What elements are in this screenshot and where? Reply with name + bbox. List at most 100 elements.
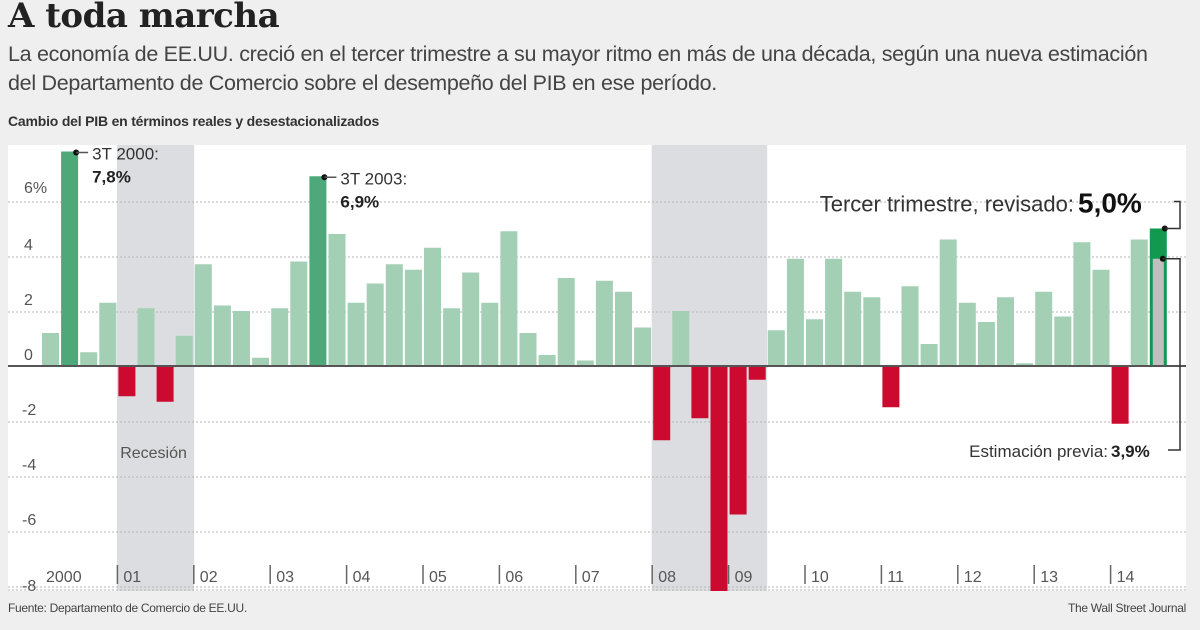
bar-positive bbox=[997, 297, 1014, 366]
x-tick-label: 05 bbox=[429, 569, 447, 586]
bar-positive bbox=[443, 308, 461, 366]
bar-positive bbox=[1092, 269, 1110, 366]
y-tick-label: 4 bbox=[24, 237, 33, 254]
annotation-value: 3,9% bbox=[1111, 442, 1150, 461]
bar-positive bbox=[672, 311, 690, 366]
recession-bands: Recesión bbox=[116, 145, 768, 591]
x-tick-label: 2000 bbox=[46, 569, 82, 586]
annotation-label: Estimación previa: bbox=[969, 442, 1108, 461]
annotation-bracket bbox=[1164, 200, 1181, 230]
gdp-bar-chart: Recesión 6% 4 2 0 -2 -4 -6 -8 2000 01 02 03 04 05 06 0… bbox=[8, 145, 1186, 591]
x-tick-label: 09 bbox=[735, 569, 753, 586]
bar-positive bbox=[538, 355, 556, 366]
x-tick-label: 07 bbox=[582, 569, 600, 586]
recession-band bbox=[651, 145, 768, 591]
bar-positive bbox=[347, 302, 365, 366]
bar-positive bbox=[99, 302, 117, 366]
source-note: Fuente: Departamento de Comercio de EE.U… bbox=[8, 601, 247, 615]
bar-positive bbox=[500, 231, 518, 366]
annotation-label: Tercer trimestre, revisado: bbox=[820, 192, 1074, 217]
chart-heading: Cambio del PIB en términos reales y dese… bbox=[8, 113, 380, 129]
recession-label: Recesión bbox=[120, 445, 187, 462]
x-tick-label: 10 bbox=[811, 569, 829, 586]
bar-positive bbox=[1073, 242, 1091, 366]
bar-positive bbox=[424, 247, 441, 366]
bar-positive bbox=[1016, 363, 1034, 366]
bar-positive bbox=[462, 272, 480, 366]
x-tick-label: 08 bbox=[658, 569, 676, 586]
bar-positive bbox=[328, 234, 346, 366]
bar-positive bbox=[137, 308, 155, 366]
bar-positive bbox=[42, 333, 59, 366]
bar-negative bbox=[1111, 366, 1129, 424]
bar-positive bbox=[958, 302, 976, 366]
bar-negative bbox=[118, 366, 136, 397]
bar-positive bbox=[844, 291, 862, 366]
bar-positive bbox=[557, 278, 575, 366]
y-tick-label: -8 bbox=[22, 578, 36, 591]
x-tick-label: 11 bbox=[887, 569, 904, 586]
annotation-label: 3T 2003: bbox=[340, 169, 407, 188]
bar-negative bbox=[156, 366, 174, 402]
bar-positive bbox=[290, 261, 308, 366]
bar-previous-estimate bbox=[1152, 258, 1164, 366]
bar-positive bbox=[863, 297, 881, 366]
bar-positive bbox=[61, 151, 79, 366]
annotation-value: 5,0% bbox=[1078, 188, 1142, 219]
x-tick-label: 06 bbox=[505, 569, 523, 586]
bar-positive bbox=[519, 333, 537, 366]
bar-negative bbox=[710, 366, 728, 591]
annotation-bracket bbox=[1162, 258, 1181, 451]
x-axis-labels: 2000 01 02 03 04 05 06 07 08 09 10 11 12 13 14 bbox=[46, 565, 1134, 586]
bar-positive bbox=[1130, 239, 1148, 366]
bar-positive bbox=[806, 319, 823, 366]
bar-positive bbox=[615, 291, 632, 366]
bar-positive bbox=[80, 352, 98, 366]
bar-negative bbox=[691, 366, 709, 419]
bar-positive bbox=[366, 283, 384, 366]
bar-positive bbox=[233, 311, 250, 366]
bar-positive bbox=[404, 269, 422, 366]
bar-negative bbox=[729, 366, 747, 515]
x-tick-label: 02 bbox=[200, 569, 218, 586]
y-tick-label: -4 bbox=[22, 457, 36, 474]
bar-positive bbox=[1035, 291, 1053, 366]
bar-positive bbox=[901, 286, 919, 366]
x-tick-label: 04 bbox=[353, 569, 371, 586]
bar-positive bbox=[595, 280, 613, 366]
plot-area: Recesión 6% 4 2 0 -2 -4 -6 -8 2000 01 02 03 04 05 06 0… bbox=[8, 145, 1186, 591]
chart-title: A toda marcha bbox=[8, 0, 280, 36]
bar-positive bbox=[175, 335, 193, 366]
bar-positive bbox=[481, 302, 499, 366]
bar-positive bbox=[939, 239, 957, 366]
annotation-label: 3T 2000: bbox=[92, 145, 159, 164]
y-tick-label: -6 bbox=[22, 512, 36, 529]
bar-positive bbox=[271, 308, 289, 366]
chart-subtitle: La economía de EE.UU. creció en el terce… bbox=[8, 42, 1148, 95]
bar-negative bbox=[653, 366, 671, 441]
bar-positive bbox=[385, 264, 403, 366]
y-tick-label: 6% bbox=[24, 180, 47, 197]
bar-positive bbox=[786, 258, 804, 366]
x-tick-label: 03 bbox=[276, 569, 294, 586]
y-tick-label: 2 bbox=[24, 292, 33, 309]
x-tick-label: 14 bbox=[1117, 569, 1135, 586]
y-tick-label: -2 bbox=[22, 402, 36, 419]
bar-positive bbox=[1054, 316, 1072, 366]
bar-positive bbox=[825, 258, 843, 366]
bar-positive bbox=[634, 327, 652, 366]
bar-positive bbox=[194, 264, 212, 366]
y-axis-labels: 6% 4 2 0 -2 -4 -6 -8 bbox=[22, 180, 47, 591]
x-tick-label: 01 bbox=[123, 569, 141, 586]
publisher-credit: The Wall Street Journal bbox=[1067, 601, 1186, 615]
annotation-value: 7,8% bbox=[92, 168, 131, 187]
x-tick-label: 12 bbox=[964, 569, 982, 586]
bar-positive bbox=[576, 360, 594, 366]
bar-negative bbox=[748, 366, 766, 380]
bar-positive bbox=[252, 357, 270, 366]
annotations: 3T 2000: 7,8% 3T 2003: 6,9% Tercer trimestre… bbox=[73, 145, 1181, 461]
bar-positive bbox=[920, 344, 938, 366]
bars bbox=[8, 151, 1186, 591]
annotation-value: 6,9% bbox=[340, 192, 379, 211]
bar-positive bbox=[767, 330, 785, 366]
